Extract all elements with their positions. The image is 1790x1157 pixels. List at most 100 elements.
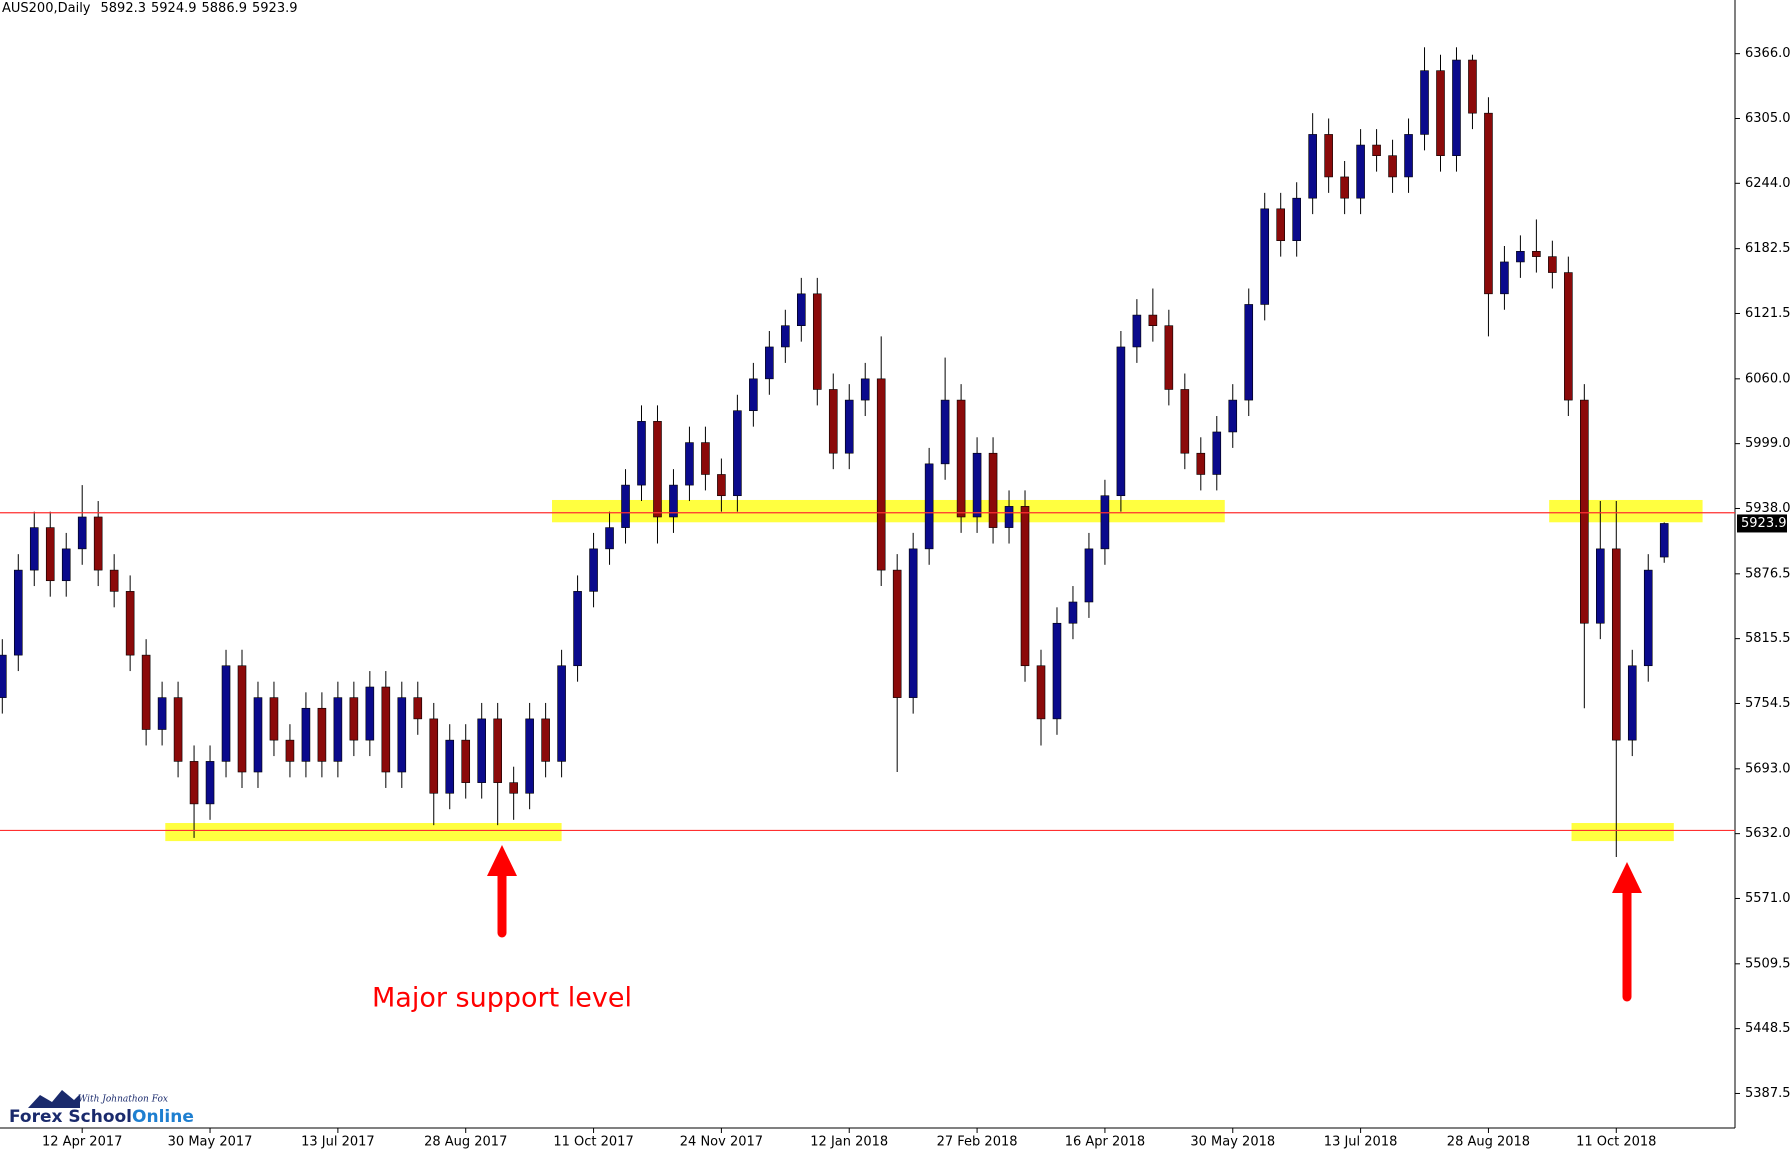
y-tick-label: 6366.0 <box>1745 46 1790 61</box>
y-tick-label: 6121.5 <box>1745 306 1790 321</box>
candle-body <box>333 697 343 762</box>
candle-body <box>1276 208 1285 241</box>
x-tick-label: 13 Jul 2017 <box>301 1135 375 1150</box>
candle-body <box>109 569 119 592</box>
candle-body <box>221 665 231 762</box>
candle-body <box>988 452 998 528</box>
candle-body <box>1068 601 1078 624</box>
y-tick-label: 5448.5 <box>1745 1021 1790 1036</box>
y-tick-label: 5571.0 <box>1745 891 1790 906</box>
candle-body <box>269 697 279 741</box>
candle-body <box>1564 272 1573 401</box>
candle-body <box>589 548 598 592</box>
candle-body <box>701 442 710 475</box>
candle-body <box>0 654 7 698</box>
arrow-head <box>487 845 517 876</box>
candle-body <box>157 697 167 730</box>
candle-body <box>812 293 822 390</box>
candle-body <box>924 463 934 550</box>
price-box <box>1737 514 1787 533</box>
arrow <box>1612 862 1642 1002</box>
candle-body <box>828 389 838 454</box>
logo-accent: Online <box>132 1107 194 1127</box>
candle-body <box>1548 256 1557 273</box>
ohlc-low: 5886.9 <box>202 1 248 16</box>
logo-text: Forex SchoolOnline <box>9 1107 194 1127</box>
candle-body <box>301 707 311 762</box>
y-tick-label: 5754.5 <box>1745 696 1790 711</box>
candle-body <box>1659 523 1669 558</box>
candle-body <box>876 378 886 571</box>
candle-body <box>972 452 982 518</box>
candle-body <box>1468 59 1477 114</box>
candle-body <box>1388 155 1397 178</box>
candle-body <box>796 293 806 327</box>
candle-body <box>141 654 151 730</box>
arrow-head <box>1612 862 1642 893</box>
candle-body <box>1596 548 1605 624</box>
candle-body <box>1148 314 1158 327</box>
candle-body <box>413 697 423 720</box>
y-tick-label: 5999.0 <box>1745 436 1790 451</box>
candle-body <box>29 527 39 571</box>
candle-body <box>1452 59 1461 156</box>
zone <box>552 499 1225 523</box>
candle-body <box>1308 134 1317 199</box>
candle-body <box>1580 399 1589 624</box>
candle-body <box>1132 314 1142 348</box>
candle-body <box>477 718 487 783</box>
candle-body <box>1356 144 1365 199</box>
candle-body <box>717 474 726 497</box>
logo-name: Forex School <box>9 1107 132 1127</box>
candle-body <box>1484 112 1493 295</box>
price-label: 5923.9 <box>1741 516 1787 531</box>
zones <box>165 499 1703 842</box>
x-tick-label: 30 May 2018 <box>1190 1135 1275 1150</box>
candle-body <box>908 548 918 698</box>
candle-body <box>844 399 854 454</box>
candle-body <box>1436 70 1445 156</box>
candle-body <box>685 442 694 486</box>
candle-body <box>1196 452 1206 475</box>
candle-body <box>1611 548 1621 741</box>
candle-body <box>1324 134 1333 178</box>
candle-body <box>1244 304 1254 401</box>
zone <box>165 823 562 842</box>
x-tick-label: 24 Nov 2017 <box>680 1135 763 1150</box>
candle-body <box>1340 176 1349 199</box>
x-tick-label: 28 Aug 2017 <box>424 1135 507 1150</box>
y-tick-label: 6182.5 <box>1745 241 1790 256</box>
candle-body <box>621 484 630 528</box>
y-tick-label: 5815.5 <box>1745 631 1790 646</box>
candle-body <box>61 548 71 582</box>
candle-body <box>381 686 391 773</box>
candle-body <box>429 718 439 794</box>
candle-body <box>573 591 582 667</box>
candle-body <box>1516 251 1525 263</box>
x-tick-label: 28 Aug 2018 <box>1447 1135 1530 1150</box>
candle-body <box>860 378 870 401</box>
candle-body <box>1532 251 1541 257</box>
candle-body <box>557 665 566 762</box>
candle-body <box>637 421 646 486</box>
candle-body <box>173 697 183 762</box>
candle-body <box>940 399 950 465</box>
candle-body <box>1627 665 1637 741</box>
y-tick-label: 5632.0 <box>1745 826 1790 841</box>
candle-body <box>1100 495 1110 550</box>
candle-body <box>781 325 790 348</box>
candle-body <box>525 718 534 794</box>
candle-body <box>1164 325 1174 390</box>
y-tick-label: 5387.5 <box>1745 1086 1790 1101</box>
zone <box>1549 499 1703 523</box>
candle-body <box>509 782 518 794</box>
candle-body <box>541 718 550 762</box>
candle-body <box>445 739 455 794</box>
candle-body <box>749 378 758 412</box>
candle-body <box>1260 208 1270 305</box>
candle-body <box>733 410 742 497</box>
x-tick-label: 11 Oct 2018 <box>1576 1135 1656 1150</box>
candle-body <box>349 697 359 741</box>
x-tick-label: 11 Oct 2017 <box>553 1135 633 1150</box>
